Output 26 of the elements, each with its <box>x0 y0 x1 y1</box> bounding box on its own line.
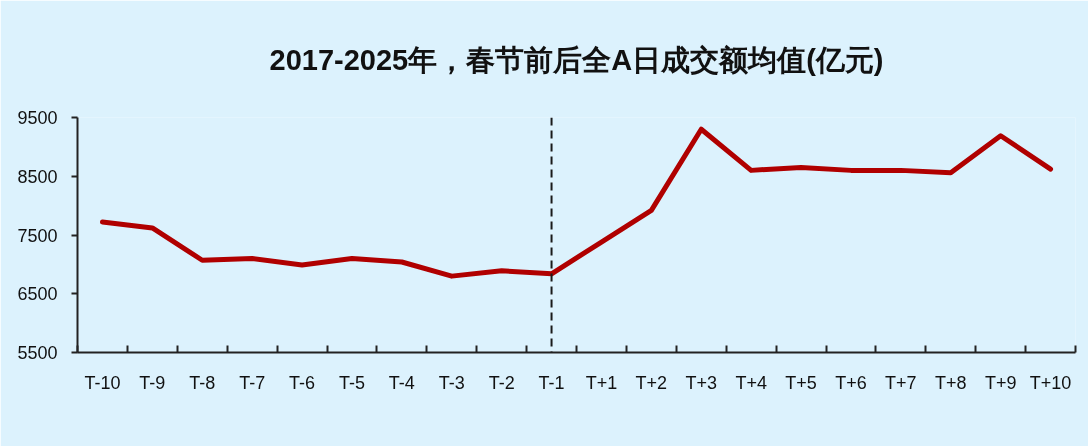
x-tick-label: T+8 <box>934 372 967 393</box>
x-tick-label: T-2 <box>488 372 515 393</box>
y-tick-label: 6500 <box>17 284 58 305</box>
x-tick-label: T+6 <box>835 372 867 393</box>
x-tick-label: T-6 <box>289 372 316 393</box>
x-tick-label: T+1 <box>585 372 618 393</box>
y-tick-label: 9500 <box>17 108 58 128</box>
x-tick-label: T-8 <box>189 372 216 393</box>
x-tick-label: T-4 <box>388 372 415 393</box>
x-tick-label: T-5 <box>338 372 365 393</box>
x-tick-label: T+7 <box>885 372 917 393</box>
x-tick-label: T-7 <box>239 372 266 393</box>
x-tick-label: T+5 <box>785 372 817 393</box>
x-tick-label: T+4 <box>735 372 767 393</box>
y-tick-label: 7500 <box>17 225 58 246</box>
y-tick-label: 8500 <box>17 166 58 187</box>
x-tick-label: T-10 <box>84 372 121 393</box>
x-tick-label: T-9 <box>139 372 166 393</box>
chart-title: 2017-2025年，春节前后全A日成交额均值(亿元) <box>269 44 884 76</box>
x-tick-label: T+9 <box>984 372 1017 393</box>
x-tick-label: T+2 <box>635 372 668 393</box>
x-tick-label: T-3 <box>438 372 465 393</box>
x-tick-label: T+3 <box>685 372 718 393</box>
x-tick-label: T+10 <box>1029 372 1072 393</box>
y-tick-label: 5500 <box>17 343 58 363</box>
x-tick-label: T-1 <box>538 372 565 393</box>
